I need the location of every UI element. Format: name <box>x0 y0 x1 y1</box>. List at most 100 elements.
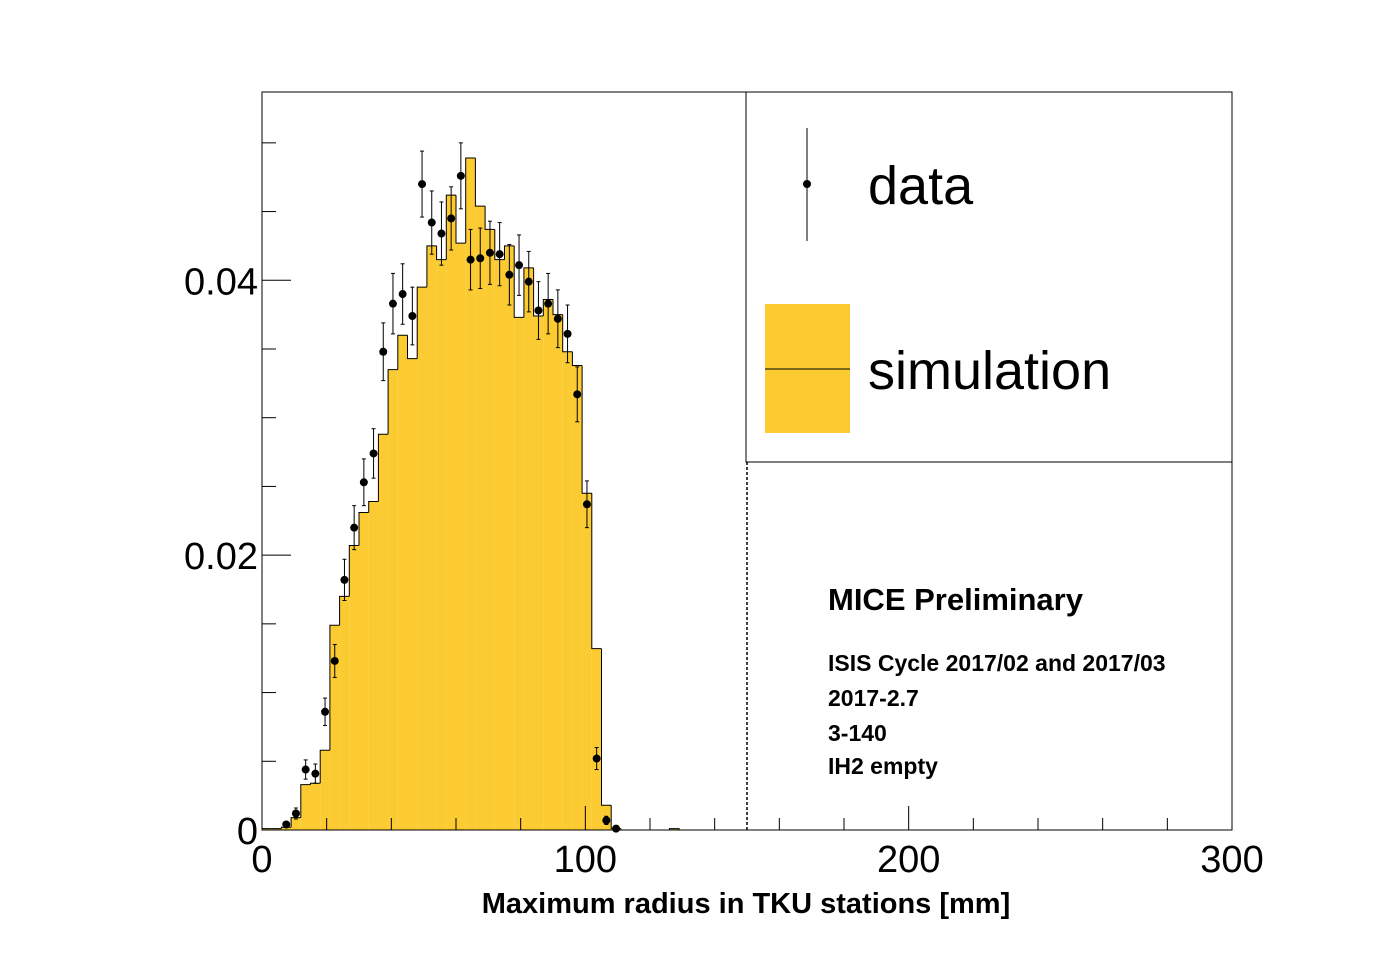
histogram-bar <box>378 434 389 830</box>
histogram-outline <box>484 206 495 230</box>
histogram-bar <box>456 243 466 830</box>
histogram-outline <box>358 512 369 546</box>
data-point <box>340 575 349 584</box>
histogram-outline <box>436 245 447 261</box>
histogram-bar <box>349 545 359 830</box>
data-point <box>495 250 504 259</box>
data-point <box>582 500 591 509</box>
histogram-outline <box>668 828 680 830</box>
histogram-outline <box>416 286 427 359</box>
histogram-bar <box>339 596 350 830</box>
data-point <box>398 290 407 299</box>
histogram-bar <box>523 267 534 830</box>
histogram-bar <box>388 369 398 830</box>
histogram-outline <box>426 245 437 288</box>
histogram-outline <box>290 817 301 828</box>
histogram-bar <box>281 827 292 830</box>
histogram-bar <box>553 314 563 831</box>
histogram-outline <box>455 195 466 244</box>
data-point <box>301 765 310 774</box>
histogram-outline <box>552 299 563 316</box>
y-tick-label: 0.02 <box>184 536 258 578</box>
data-point <box>408 312 417 321</box>
histogram-bar <box>320 750 330 830</box>
histogram-bar <box>397 335 408 830</box>
histogram-outline <box>319 749 330 784</box>
histogram-outline <box>377 433 389 502</box>
annotation: 2017-2.7 <box>828 685 919 711</box>
histogram-bar <box>562 351 573 830</box>
data-point <box>456 171 465 180</box>
annotation: IH2 empty <box>828 753 938 779</box>
data-point <box>379 347 388 356</box>
data-point <box>359 478 368 487</box>
histogram-bar <box>262 828 272 830</box>
histogram-bar <box>572 365 583 830</box>
histogram-bar <box>504 245 515 831</box>
data-point <box>282 820 291 829</box>
legend-label: simulation <box>868 341 1111 401</box>
data-point <box>544 299 553 308</box>
histogram-outline <box>562 314 573 353</box>
data-point <box>388 299 397 308</box>
data-point <box>418 180 427 189</box>
histogram-outline <box>445 194 456 260</box>
histogram-bar <box>591 648 602 830</box>
histogram-bar <box>465 157 476 830</box>
data-point <box>427 218 436 227</box>
data-point <box>350 523 359 532</box>
histogram-bar <box>407 358 418 830</box>
histogram-outline <box>504 245 515 260</box>
histogram-outline <box>329 624 340 751</box>
histogram-outline <box>397 334 408 370</box>
histogram-outline <box>571 351 583 366</box>
x-tick-label: 200 <box>877 839 940 881</box>
data-point <box>612 824 621 833</box>
data-point <box>573 390 582 399</box>
data-point <box>602 816 611 825</box>
annotation: MICE Preliminary <box>828 582 1084 617</box>
data-point <box>466 255 475 264</box>
histogram-bar <box>485 229 495 830</box>
data-point <box>553 314 562 323</box>
y-tick-label: 0.04 <box>184 261 258 303</box>
histogram-outline <box>348 545 359 597</box>
histogram-bar <box>329 625 340 830</box>
data-point <box>515 261 524 270</box>
legend-data-marker <box>803 180 811 188</box>
data-point <box>505 270 514 279</box>
legend-label: data <box>868 156 974 216</box>
data-point <box>321 707 330 716</box>
histogram-outline <box>474 157 486 207</box>
data-point <box>369 449 378 458</box>
histogram-outline <box>533 267 544 317</box>
histogram-outline <box>513 245 524 318</box>
histogram-outline <box>407 335 418 360</box>
histogram-bar <box>514 317 524 830</box>
histogram-bar <box>310 783 321 830</box>
annotation: 3-140 <box>828 720 887 746</box>
y-tick-label: 0 <box>237 811 258 853</box>
data-point <box>592 754 601 763</box>
data-point <box>485 248 494 257</box>
data-point <box>563 329 572 338</box>
annotation: ISIS Cycle 2017/02 and 2017/03 <box>828 650 1166 676</box>
histogram-bar <box>300 784 311 830</box>
data-point <box>447 214 456 223</box>
histogram-outline <box>581 365 592 494</box>
histogram-bar <box>271 828 282 830</box>
data-point <box>524 277 533 286</box>
histogram-outline <box>387 369 398 435</box>
histogram-bar <box>543 299 553 831</box>
data-point <box>330 656 339 665</box>
data-point <box>534 306 543 315</box>
histogram-bar <box>291 817 301 830</box>
data-point <box>311 769 320 778</box>
data-point <box>291 809 300 818</box>
x-tick-label: 300 <box>1200 839 1263 881</box>
histogram-bar <box>582 493 592 830</box>
histogram-bar <box>436 259 447 830</box>
histogram-outline <box>523 267 534 318</box>
